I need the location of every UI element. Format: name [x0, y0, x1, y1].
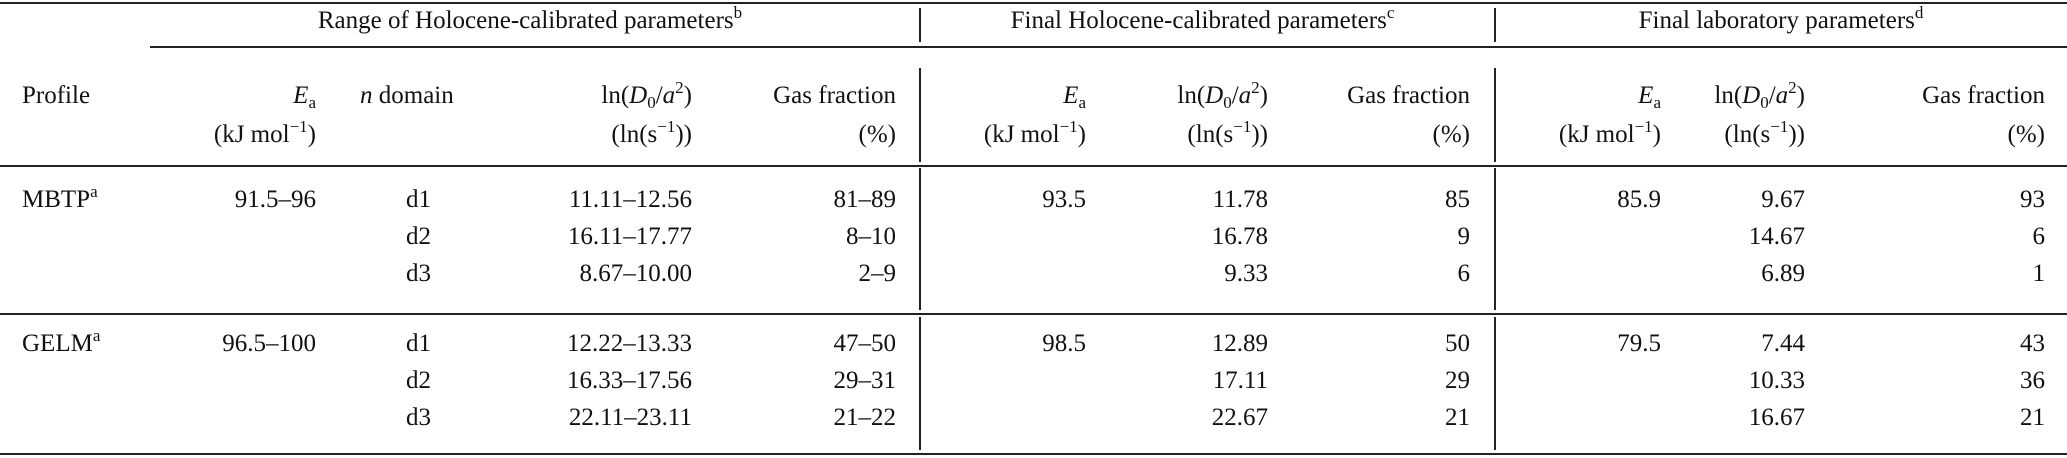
cell-domain: d3: [406, 260, 431, 287]
cell-lab-lnd: 6.89: [1761, 260, 1805, 287]
group-header-final-lab: Final laboratory parametersd: [1638, 3, 1924, 34]
cell-lab-gas: 6: [2032, 223, 2046, 250]
col-header-range-lnd: ln(D0/a2): [601, 78, 692, 112]
cell-domain: d2: [406, 367, 431, 394]
cell-domain: d3: [406, 404, 431, 431]
col-unit-lab-gas: (%): [2007, 121, 2045, 148]
cell-lab-ea: 85.9: [1617, 186, 1661, 213]
block-separator-rule: [0, 313, 2067, 315]
cell-holo-gas: 9: [1457, 223, 1471, 250]
vertical-divider: [919, 168, 921, 310]
cell-holo-lnd: 12.89: [1211, 330, 1268, 357]
cell-lab-gas: 43: [2020, 330, 2045, 357]
col-header-holo-lnd: ln(D0/a2): [1177, 78, 1268, 112]
cell-lab-lnd: 16.67: [1748, 404, 1805, 431]
cell-holo-gas: 6: [1457, 260, 1471, 287]
cell-range-lnd: 16.33–17.56: [567, 367, 692, 394]
cell-range-gas: 29–31: [833, 367, 897, 394]
row-label-mbtp: MBTPa: [22, 182, 98, 213]
cell-lab-gas: 1: [2032, 260, 2046, 287]
cell-range-gas: 8–10: [846, 223, 896, 250]
cell-range-lnd: 22.11–23.11: [568, 404, 692, 431]
cell-holo-ea: 98.5: [1042, 330, 1086, 357]
cell-holo-ea: 93.5: [1042, 186, 1086, 213]
header-bottom-rule: [0, 165, 2067, 167]
cell-lab-lnd: 14.67: [1748, 223, 1805, 250]
cell-holo-lnd: 16.78: [1211, 223, 1268, 250]
col-header-range-ea: Ea: [293, 82, 316, 112]
col-unit-lab-lnd: (ln(s−1)): [1724, 117, 1805, 148]
vertical-divider: [1494, 8, 1496, 42]
cell-lab-lnd: 7.44: [1761, 330, 1805, 357]
cell-holo-lnd: 9.33: [1224, 260, 1268, 287]
vertical-divider: [919, 317, 921, 450]
cell-holo-gas: 29: [1445, 367, 1470, 394]
cell-holo-lnd: 22.67: [1211, 404, 1268, 431]
col-unit-range-ea: (kJ mol−1): [213, 117, 316, 148]
cell-lab-gas: 21: [2020, 404, 2045, 431]
col-header-range-gas: Gas fraction: [773, 82, 896, 109]
cell-lab-lnd: 10.33: [1748, 367, 1805, 394]
cell-range-gas: 2–9: [858, 260, 897, 287]
cell-range-lnd: 12.22–13.33: [567, 330, 692, 357]
cell-holo-gas: 21: [1445, 404, 1470, 431]
col-unit-holo-gas: (%): [1432, 121, 1470, 148]
cell-holo-gas: 85: [1445, 186, 1470, 213]
cell-range-gas: 47–50: [833, 330, 897, 357]
cell-range-ea: 96.5–100: [222, 330, 316, 357]
row-label-gelm: GELMa: [22, 326, 101, 357]
col-header-holo-ea: Ea: [1063, 82, 1086, 112]
cell-range-ea: 91.5–96: [234, 186, 316, 213]
cell-range-lnd: 16.11–17.77: [567, 223, 692, 250]
cell-domain: d1: [406, 330, 431, 357]
group-header-underline: [150, 46, 2067, 48]
cell-range-gas: 21–22: [833, 404, 897, 431]
table-top-rule: [0, 2, 2067, 4]
col-header-lab-lnd: ln(D0/a2): [1714, 78, 1805, 112]
col-unit-holo-ea: (kJ mol−1): [983, 117, 1086, 148]
cell-lab-gas: 36: [2020, 367, 2045, 394]
col-unit-range-gas: (%): [858, 121, 896, 148]
cell-domain: d2: [406, 223, 431, 250]
cell-range-lnd: 11.11–12.56: [568, 186, 692, 213]
col-header-holo-gas: Gas fraction: [1347, 82, 1470, 109]
cell-lab-lnd: 9.67: [1761, 186, 1805, 213]
col-header-lab-gas: Gas fraction: [1922, 82, 2045, 109]
vertical-divider: [1494, 168, 1496, 310]
col-header-n-domain: n domain: [360, 82, 454, 109]
cell-range-gas: 81–89: [833, 186, 897, 213]
vertical-divider: [919, 8, 921, 42]
group-header-range: Range of Holocene-calibrated parametersb: [317, 3, 743, 34]
vertical-divider: [1494, 68, 1496, 162]
cell-lab-ea: 79.5: [1617, 330, 1661, 357]
col-header-lab-ea: Ea: [1638, 82, 1661, 112]
table-bottom-rule: [0, 453, 2067, 455]
cell-lab-gas: 93: [2020, 186, 2045, 213]
group-header-final-holocene: Final Holocene-calibrated parametersc: [1010, 3, 1395, 34]
col-header-profile: Profile: [22, 82, 91, 109]
col-unit-holo-lnd: (ln(s−1)): [1187, 117, 1268, 148]
vertical-divider: [1494, 317, 1496, 450]
cell-range-lnd: 8.67–10.00: [579, 260, 693, 287]
col-unit-range-lnd: (ln(s−1)): [611, 117, 692, 148]
col-unit-lab-ea: (kJ mol−1): [1558, 117, 1661, 148]
vertical-divider: [919, 68, 921, 162]
cell-domain: d1: [406, 186, 431, 213]
cell-holo-gas: 50: [1445, 330, 1470, 357]
cell-holo-lnd: 11.78: [1212, 186, 1268, 213]
cell-holo-lnd: 17.11: [1212, 367, 1268, 394]
